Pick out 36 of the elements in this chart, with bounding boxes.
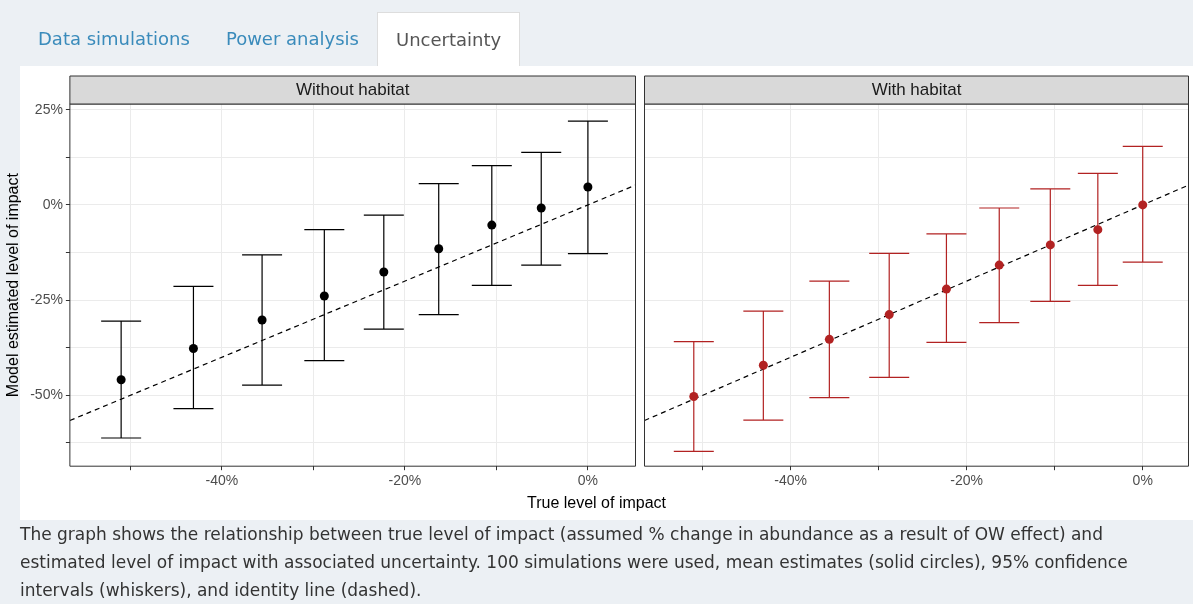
- x-tick-label: 0%: [577, 472, 599, 489]
- point: [941, 284, 951, 294]
- point: [536, 203, 546, 213]
- point: [188, 344, 198, 354]
- y-tick-label: 25%: [34, 100, 63, 117]
- point: [994, 260, 1004, 270]
- point: [689, 392, 699, 401]
- y-tick-label: -25%: [30, 291, 63, 307]
- chart-title: With habitat: [871, 79, 962, 99]
- point: [319, 291, 329, 301]
- text: Data simulations: [37, 27, 191, 51]
- y-tick-label: 0%: [42, 195, 63, 212]
- point: [257, 315, 267, 325]
- chart-title: Without habitat: [295, 79, 410, 99]
- point: [434, 244, 444, 254]
- text: The graph shows the relationship between true level of impact (assumed % change in abundance as a result of OW effect) and estimated level of impact with associated uncertainty. 100 simulations were used, mean estimates (solid circles), 95% confidence intervals (whiskers), and identity line (dashed).: [20, 523, 1129, 602]
- point: [824, 334, 834, 344]
- x-tick-label: 0%: [1132, 472, 1153, 489]
- point: [583, 182, 593, 192]
- point: [487, 220, 497, 230]
- x-tick-label: -20%: [950, 472, 984, 489]
- x-tick-label: -40%: [205, 472, 239, 489]
- point: [116, 375, 126, 385]
- point: [1045, 240, 1055, 250]
- text: Uncertainty: [376, 12, 521, 66]
- point: [379, 267, 389, 277]
- point: [1093, 225, 1103, 235]
- y-tick-label: -50%: [30, 386, 63, 403]
- x-tick-label: -40%: [774, 472, 807, 489]
- y-axis-title: Model estimated level of impact: [4, 172, 22, 398]
- point: [1138, 200, 1148, 210]
- point: [884, 310, 894, 320]
- text: Power analysis: [224, 27, 360, 51]
- x-axis-title: True level of impact: [526, 494, 667, 512]
- point: [758, 360, 768, 370]
- x-tick-label: -20%: [388, 472, 422, 489]
